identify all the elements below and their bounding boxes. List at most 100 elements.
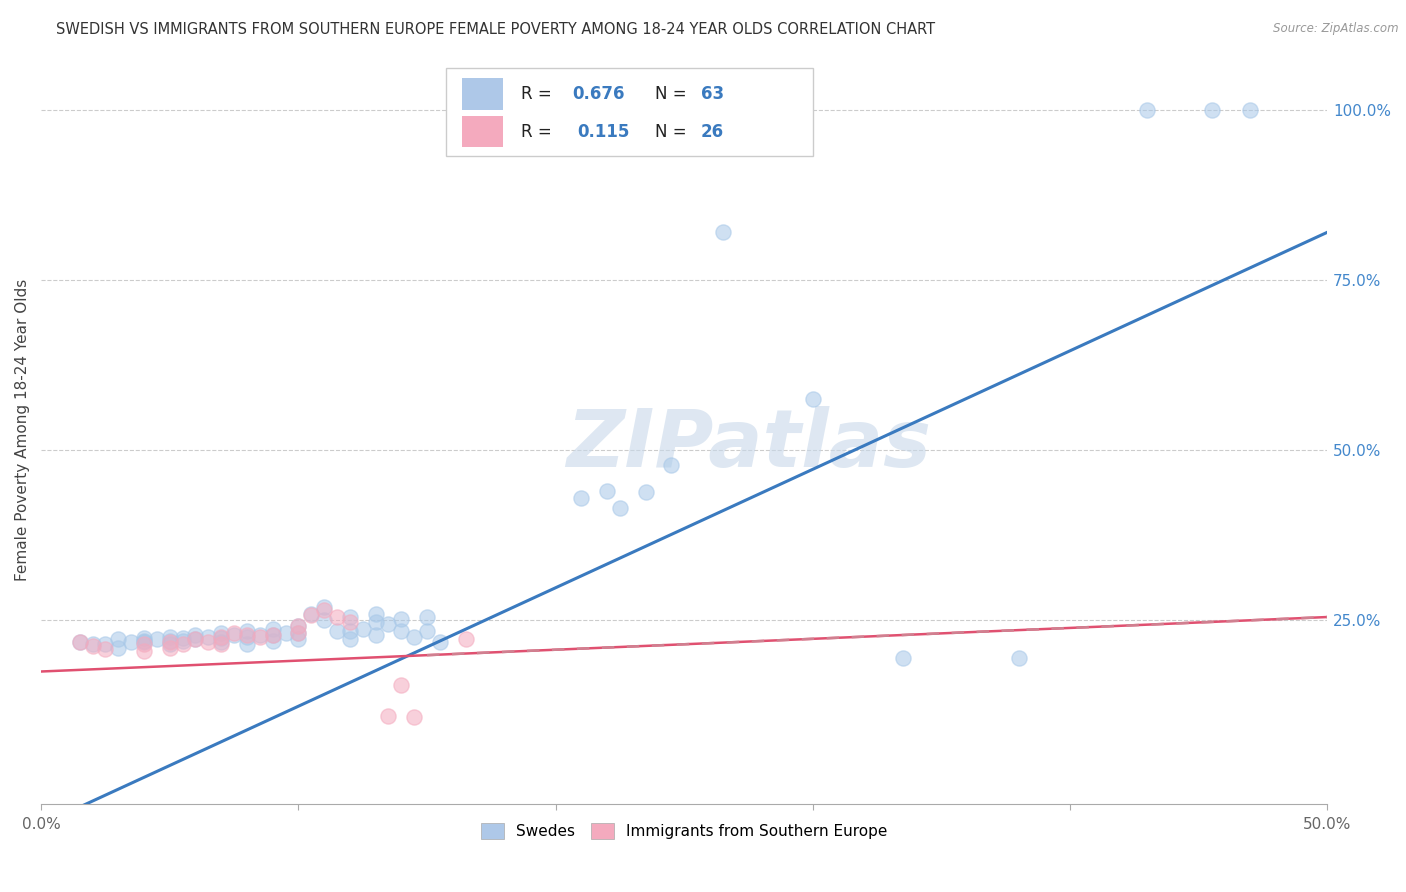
Point: [416, 624, 439, 638]
Text: R =: R =: [520, 122, 562, 141]
Point: [404, 710, 426, 724]
Point: [94, 637, 117, 651]
Point: [209, 631, 232, 645]
Point: [197, 635, 219, 649]
FancyBboxPatch shape: [461, 78, 503, 110]
Point: [299, 607, 322, 621]
Point: [262, 628, 284, 642]
Point: [339, 610, 361, 624]
Point: [222, 628, 245, 642]
Point: [326, 610, 349, 624]
Point: [377, 616, 399, 631]
Point: [172, 631, 194, 645]
Point: [249, 628, 271, 642]
Point: [236, 631, 259, 645]
Point: [236, 628, 259, 642]
Point: [339, 624, 361, 638]
Point: [287, 632, 309, 647]
Point: [389, 624, 412, 638]
Text: R =: R =: [520, 85, 557, 103]
Point: [82, 640, 104, 654]
Point: [236, 624, 259, 638]
Text: Source: ZipAtlas.com: Source: ZipAtlas.com: [1274, 22, 1399, 36]
Legend: Swedes, Immigrants from Southern Europe: Swedes, Immigrants from Southern Europe: [475, 817, 893, 846]
Point: [159, 637, 181, 651]
Point: [314, 603, 336, 617]
Point: [339, 632, 361, 647]
Point: [146, 632, 169, 647]
Point: [222, 625, 245, 640]
Point: [287, 625, 309, 640]
FancyBboxPatch shape: [446, 68, 813, 156]
Point: [249, 631, 271, 645]
Point: [661, 458, 683, 472]
Point: [120, 635, 142, 649]
Point: [364, 607, 387, 621]
Point: [209, 637, 232, 651]
Point: [159, 640, 181, 655]
Point: [1008, 651, 1031, 665]
Point: [287, 619, 309, 633]
Point: [274, 625, 297, 640]
Point: [287, 619, 309, 633]
Point: [596, 483, 619, 498]
Point: [82, 637, 104, 651]
Point: [209, 631, 232, 645]
Point: [389, 678, 412, 692]
Point: [159, 630, 181, 644]
Point: [94, 642, 117, 657]
Point: [377, 708, 399, 723]
Point: [891, 651, 914, 665]
Point: [262, 628, 284, 642]
Point: [801, 392, 824, 406]
Point: [339, 615, 361, 629]
Point: [197, 631, 219, 645]
Point: [262, 622, 284, 636]
Point: [209, 625, 232, 640]
FancyBboxPatch shape: [461, 116, 503, 147]
Point: [609, 501, 631, 516]
Point: [69, 635, 91, 649]
Point: [711, 225, 734, 239]
Point: [262, 633, 284, 648]
Text: ZIPatlas: ZIPatlas: [567, 406, 931, 483]
Point: [1201, 103, 1223, 117]
Point: [364, 615, 387, 629]
Point: [364, 628, 387, 642]
Point: [634, 485, 657, 500]
Point: [389, 612, 412, 626]
Point: [69, 635, 91, 649]
Point: [429, 635, 451, 649]
Point: [454, 632, 477, 647]
Text: N =: N =: [655, 85, 692, 103]
Point: [209, 635, 232, 649]
Point: [172, 633, 194, 648]
Point: [569, 491, 592, 505]
Point: [314, 599, 336, 614]
Point: [132, 635, 155, 649]
Text: 26: 26: [702, 122, 724, 141]
Point: [184, 628, 207, 642]
Point: [132, 637, 155, 651]
Point: [132, 631, 155, 645]
Point: [159, 633, 181, 648]
Point: [326, 624, 349, 638]
Point: [236, 637, 259, 651]
Point: [172, 637, 194, 651]
Point: [404, 631, 426, 645]
Point: [132, 644, 155, 658]
Text: SWEDISH VS IMMIGRANTS FROM SOUTHERN EUROPE FEMALE POVERTY AMONG 18-24 YEAR OLDS : SWEDISH VS IMMIGRANTS FROM SOUTHERN EURO…: [56, 22, 935, 37]
Point: [132, 633, 155, 648]
Point: [184, 632, 207, 647]
Point: [287, 625, 309, 640]
Text: 0.676: 0.676: [572, 85, 624, 103]
Point: [107, 640, 129, 655]
Point: [416, 610, 439, 624]
Point: [314, 614, 336, 628]
Point: [107, 632, 129, 647]
Text: N =: N =: [655, 122, 692, 141]
Point: [184, 632, 207, 647]
Y-axis label: Female Poverty Among 18-24 Year Olds: Female Poverty Among 18-24 Year Olds: [15, 278, 30, 581]
Point: [159, 635, 181, 649]
Text: 63: 63: [702, 85, 724, 103]
